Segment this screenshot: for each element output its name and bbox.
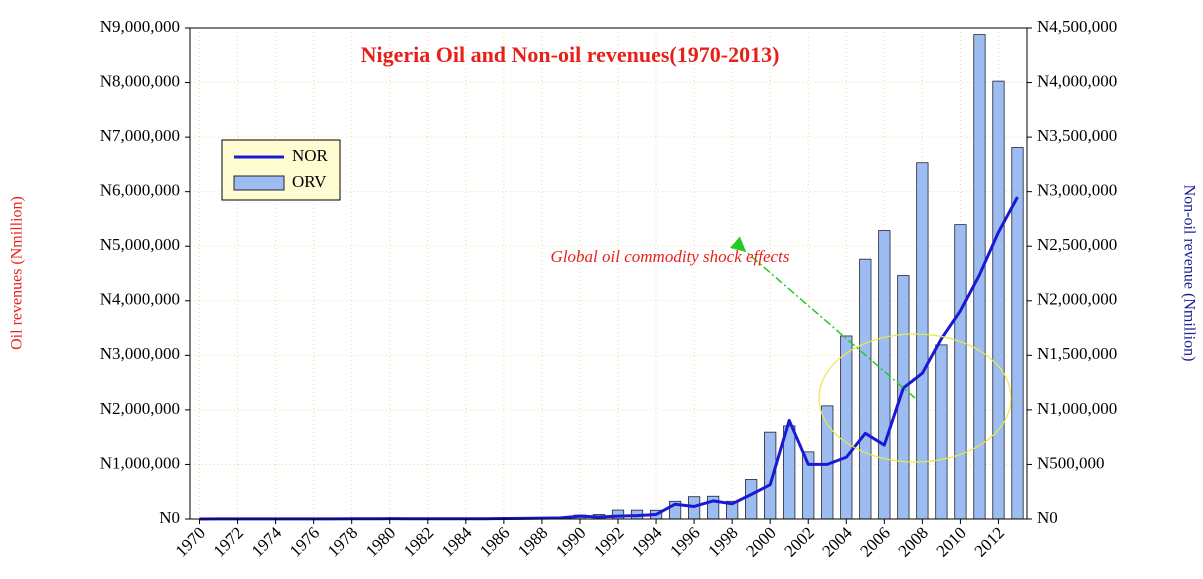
x-tick-label: 1984	[438, 523, 476, 561]
highlight-ellipse	[818, 333, 1012, 463]
x-tick-label: 1974	[248, 523, 286, 561]
x-tick-label: 1994	[628, 523, 666, 561]
y2-tick-label: N3,000,000	[1037, 181, 1117, 200]
y-tick-label: N4,000,000	[100, 290, 180, 309]
x-tick-label: 1982	[400, 523, 437, 560]
x-tick-label: 1992	[590, 523, 627, 560]
x-tick-label: 1978	[324, 523, 361, 560]
y2-tick-label: N4,000,000	[1037, 71, 1117, 90]
y-axis-label: Oil revenues (Nmillion)	[9, 196, 26, 350]
line	[199, 196, 1019, 521]
x-tick-label: 1976	[286, 523, 323, 560]
bar	[954, 224, 967, 520]
y2-tick-label: N2,000,000	[1037, 290, 1117, 309]
x-tick-label: 1972	[210, 523, 247, 560]
bars	[193, 34, 1024, 520]
x-tick-label: 2010	[933, 523, 970, 560]
chart-title: Nigeria Oil and Non-oil revenues(1970-20…	[361, 42, 780, 67]
y2-axis-label: Non-oil revenue (Nmillion)	[1180, 185, 1197, 362]
x-tick-label: 1998	[704, 523, 741, 560]
lines	[199, 196, 1019, 521]
bar	[916, 162, 929, 520]
annotation: Global oil commodity shock effects	[551, 247, 790, 266]
x-tick-label: 1990	[552, 523, 589, 560]
x-tick-label: 2002	[780, 523, 817, 560]
bar	[745, 479, 758, 520]
bar	[992, 80, 1005, 520]
y-tick-label: N9,000,000	[100, 17, 180, 36]
y2-tick-label: N4,500,000	[1037, 17, 1117, 36]
y-tick-label: N3,000,000	[100, 344, 180, 363]
arrow	[730, 236, 916, 399]
bar	[935, 344, 948, 520]
legend-label: NOR	[292, 146, 329, 165]
y-tick-label: N6,000,000	[100, 181, 180, 200]
y-tick-label: N1,000,000	[100, 453, 180, 472]
y2-tick-label: N1,500,000	[1037, 344, 1117, 363]
plot-frame	[189, 27, 1028, 520]
x-tick-label: 2004	[818, 523, 856, 561]
legend-swatch	[233, 175, 285, 191]
y2-tick-label: N1,000,000	[1037, 399, 1117, 418]
bar	[859, 258, 872, 520]
y2-tick-label: N2,500,000	[1037, 235, 1117, 254]
x-tick-label: 2006	[856, 523, 893, 560]
y2-tick-label: N3,500,000	[1037, 126, 1117, 145]
x-tick-label: 2000	[742, 523, 779, 560]
legend: NOR ORV	[221, 139, 341, 201]
x-tick-label: 1986	[476, 523, 513, 560]
x-tick-label: 1980	[362, 523, 399, 560]
y-tick-label: N2,000,000	[100, 399, 180, 418]
bar	[840, 335, 853, 520]
x-tick-label: 2008	[894, 523, 931, 560]
x-tick-label: 2012	[971, 523, 1008, 560]
y-tick-label: N8,000,000	[100, 71, 180, 90]
y-tick-label: N7,000,000	[100, 126, 180, 145]
y2-tick-label: N0	[1037, 508, 1058, 527]
x-tick-label: 1988	[514, 523, 551, 560]
y-tick-label: N0	[159, 508, 180, 527]
y-tick-label: N5,000,000	[100, 235, 180, 254]
y2-tick-label: N500,000	[1037, 453, 1105, 472]
bar	[783, 425, 796, 520]
x-tick-label: 1996	[666, 523, 703, 560]
x-tick-label: 1970	[172, 523, 209, 560]
legend-label: ORV	[292, 172, 327, 191]
